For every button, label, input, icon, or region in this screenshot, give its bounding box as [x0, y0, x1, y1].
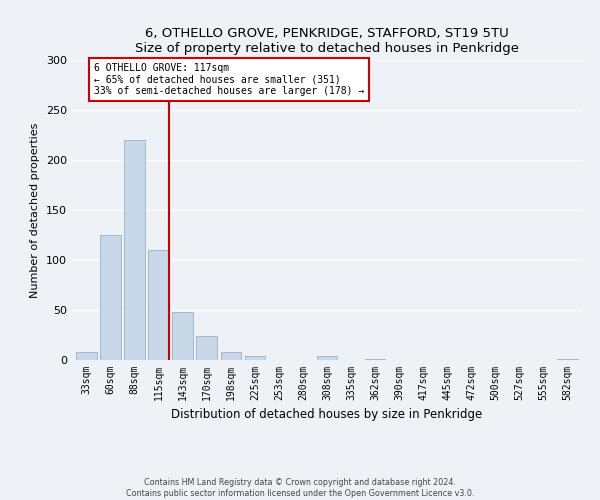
Bar [124, 140, 145, 360]
Bar [196, 336, 217, 360]
Title: 6, OTHELLO GROVE, PENKRIDGE, STAFFORD, ST19 5TU
Size of property relative to det: 6, OTHELLO GROVE, PENKRIDGE, STAFFORD, S… [135, 26, 519, 54]
Bar [148, 250, 169, 360]
Bar [365, 359, 385, 360]
Bar [76, 352, 97, 360]
X-axis label: Distribution of detached houses by size in Penkridge: Distribution of detached houses by size … [172, 408, 482, 422]
Bar [100, 235, 121, 360]
Bar [245, 356, 265, 360]
Bar [172, 312, 193, 360]
Bar [221, 352, 241, 360]
Bar [317, 356, 337, 360]
Y-axis label: Number of detached properties: Number of detached properties [31, 122, 40, 298]
Bar [557, 359, 578, 360]
Text: 6 OTHELLO GROVE: 117sqm
← 65% of detached houses are smaller (351)
33% of semi-d: 6 OTHELLO GROVE: 117sqm ← 65% of detache… [94, 63, 364, 96]
Text: Contains HM Land Registry data © Crown copyright and database right 2024.
Contai: Contains HM Land Registry data © Crown c… [126, 478, 474, 498]
